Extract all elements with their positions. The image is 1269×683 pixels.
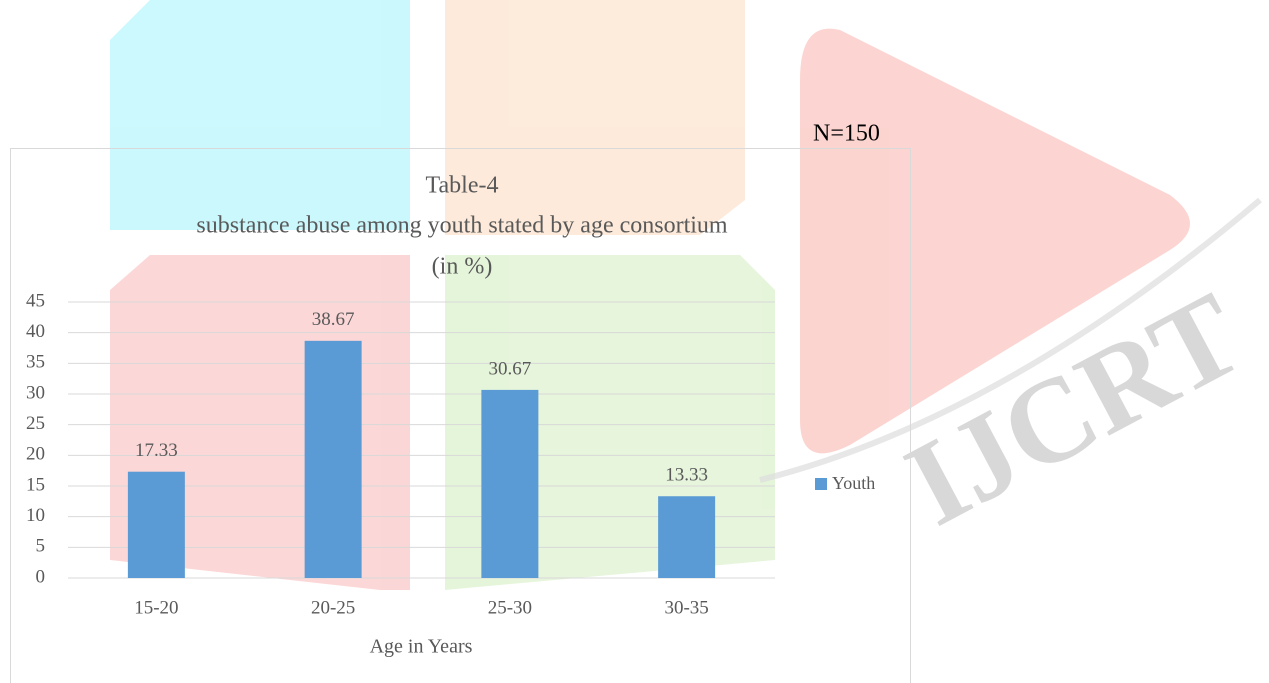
y-tick-label: 45 [26, 290, 45, 311]
watermark-arc [759, 197, 1262, 483]
bar [658, 496, 716, 578]
data-label: 17.33 [135, 440, 178, 461]
data-label: 30.67 [489, 358, 532, 379]
x-axis-label: Age in Years [370, 636, 473, 658]
chart-frame [10, 148, 911, 683]
y-tick-label: 40 [26, 321, 45, 342]
x-tick-label: 30-35 [664, 597, 708, 618]
data-label: 38.67 [312, 309, 355, 330]
legend-swatch [815, 478, 827, 490]
x-tick-label: 20-25 [311, 597, 355, 618]
chart-subtitle: substance abuse among youth stated by ag… [196, 213, 728, 239]
y-tick-label: 25 [26, 413, 45, 434]
annotation: N=150 [813, 121, 880, 147]
y-tick-label: 20 [26, 444, 45, 465]
y-tick-label: 0 [36, 566, 46, 587]
bar [481, 389, 539, 578]
y-tick-label: 30 [26, 382, 45, 403]
chart-title: Table-4 [426, 173, 499, 199]
chart-subtitle: (in %) [432, 254, 493, 280]
x-tick-label: 15-20 [134, 597, 178, 618]
y-tick-label: 15 [26, 474, 45, 495]
data-label: 13.33 [665, 465, 708, 486]
bar [304, 340, 362, 578]
legend-label: Youth [832, 473, 875, 493]
y-tick-label: 10 [26, 505, 45, 526]
y-tick-label: 35 [26, 352, 45, 373]
x-tick-label: 25-30 [488, 597, 532, 618]
bar [127, 471, 185, 578]
y-tick-label: 5 [36, 536, 46, 557]
